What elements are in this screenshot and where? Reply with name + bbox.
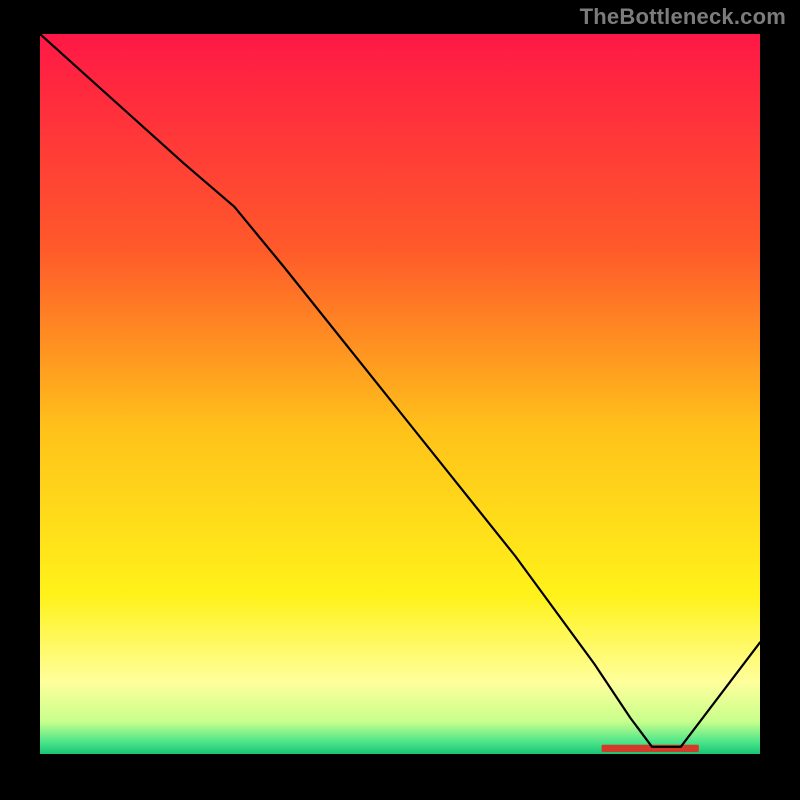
chart-container: TheBottleneck.com [0, 0, 800, 800]
chart-svg [40, 34, 760, 754]
watermark-label: TheBottleneck.com [580, 4, 786, 30]
bottleneck-chart [40, 34, 760, 754]
